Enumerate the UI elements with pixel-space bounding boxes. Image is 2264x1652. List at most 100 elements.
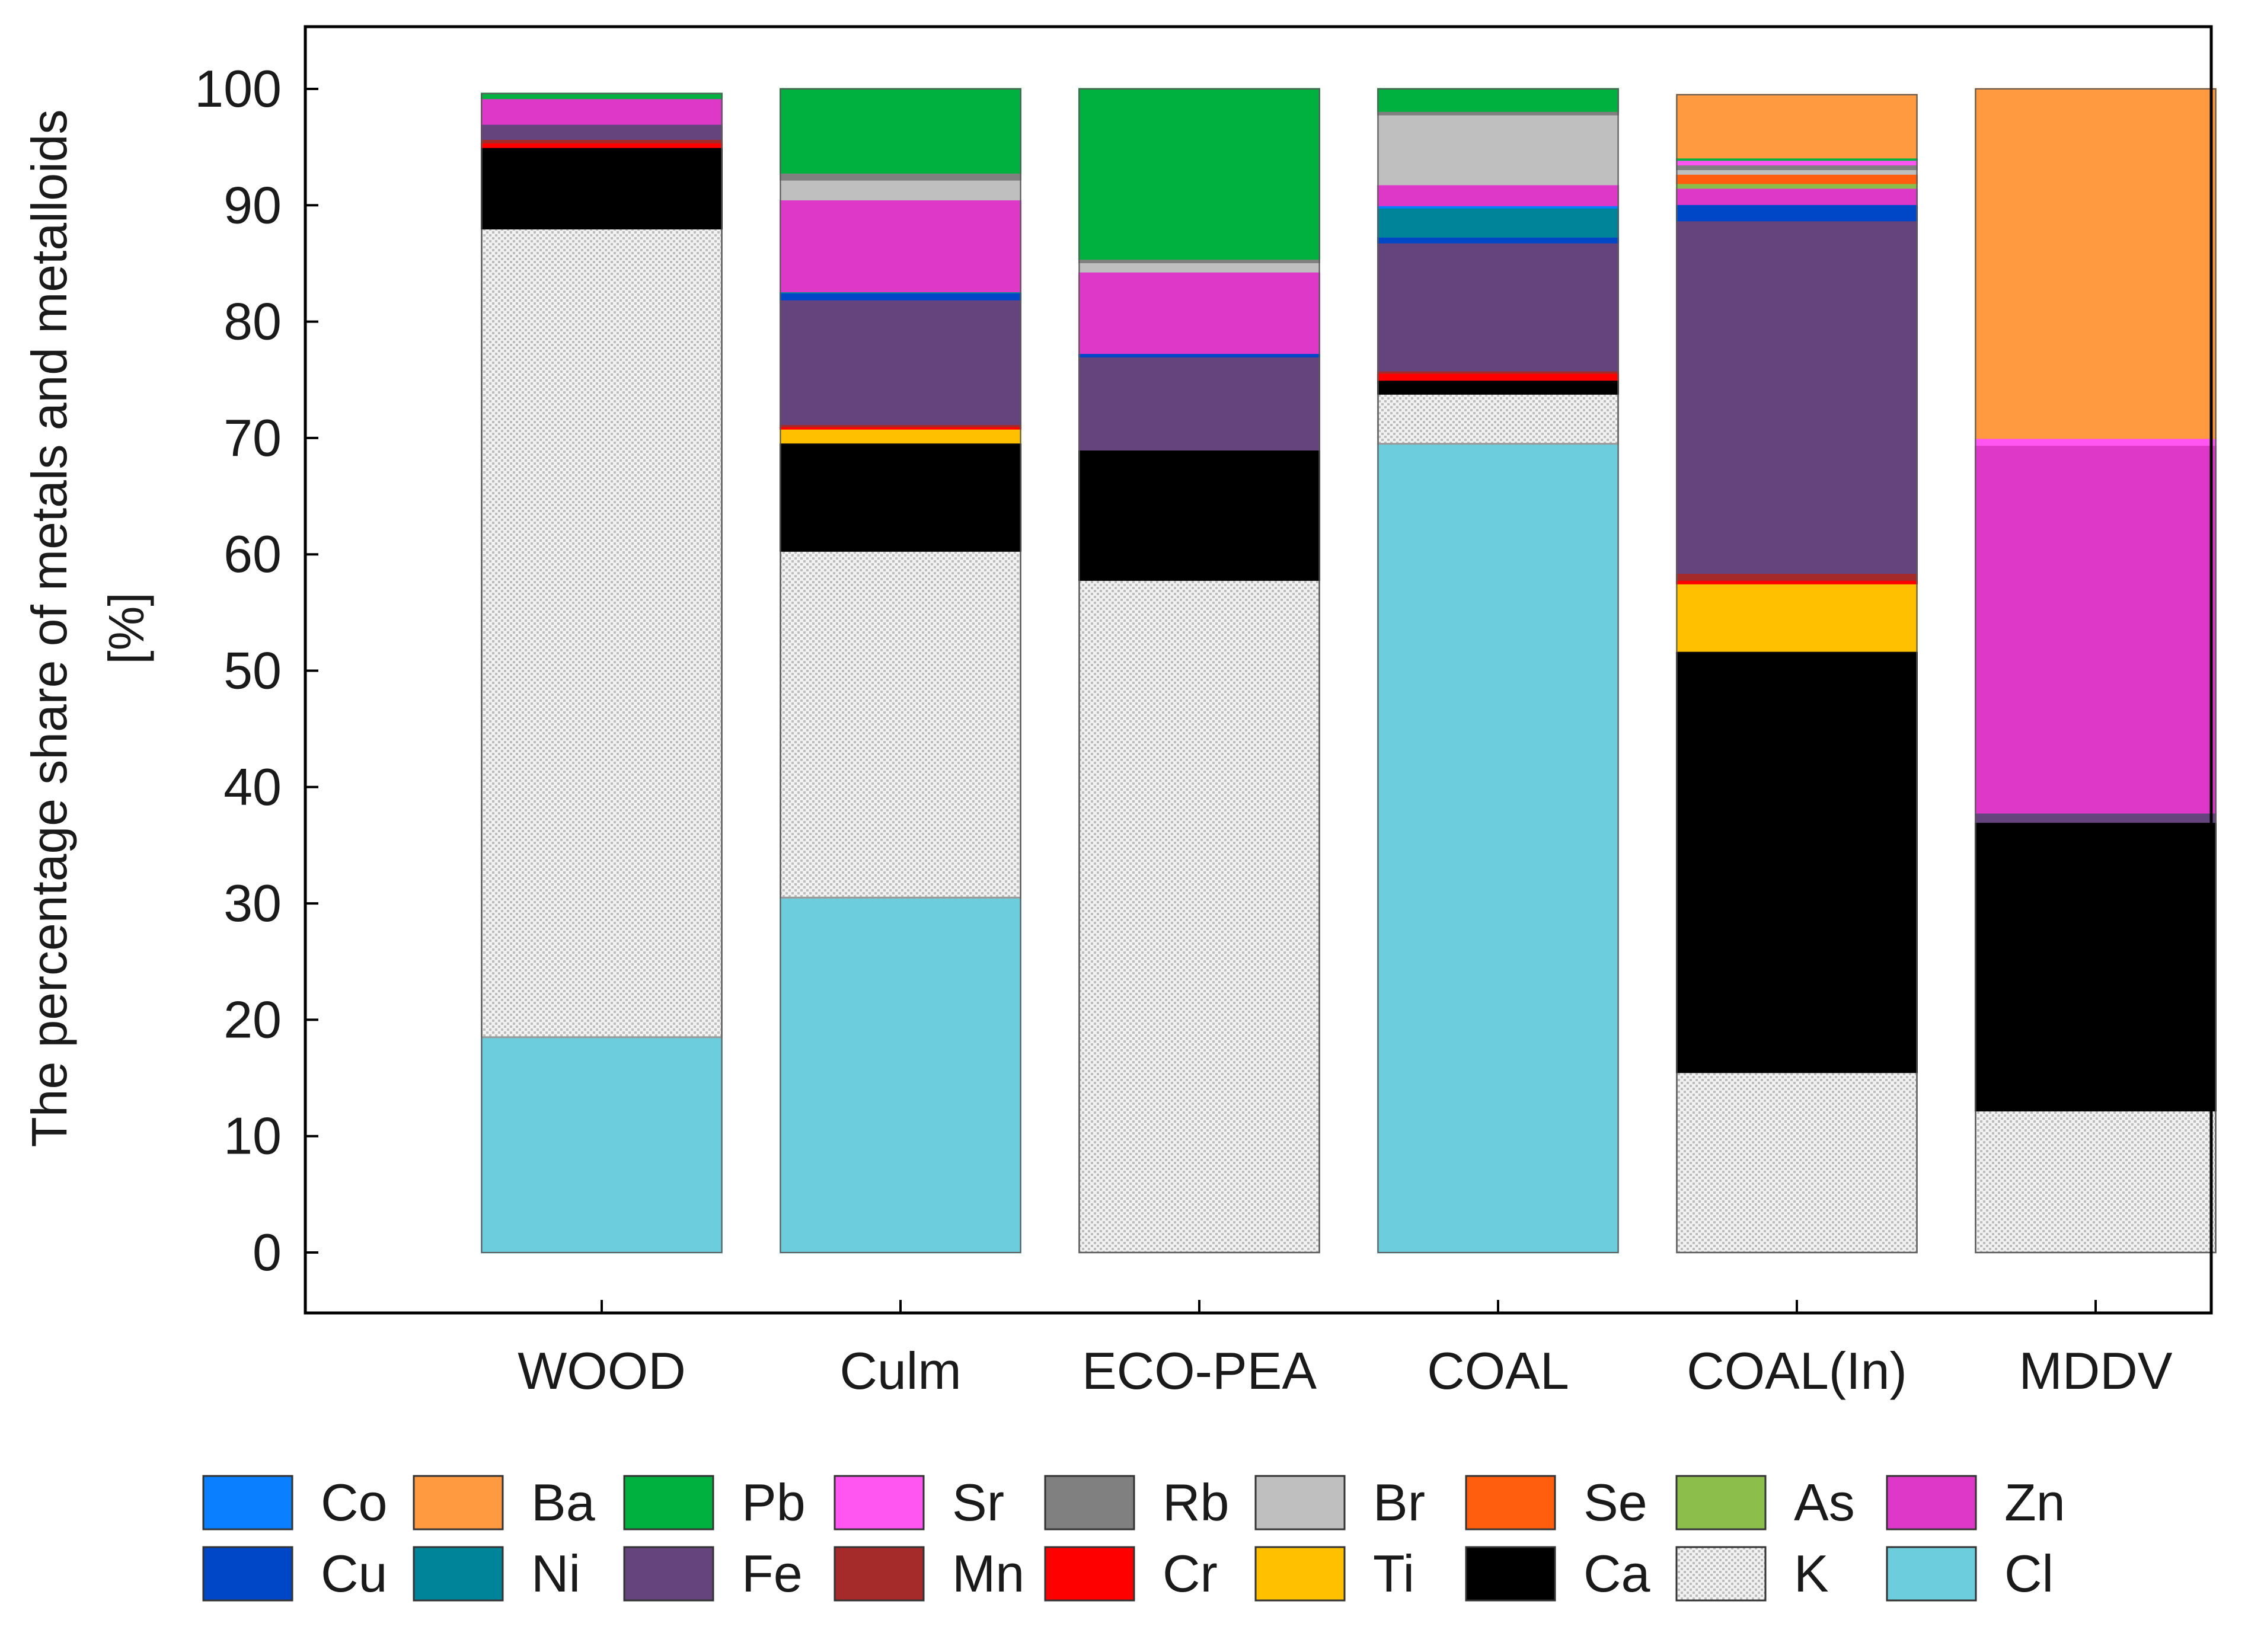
legend-swatch-zn	[1886, 1475, 1977, 1530]
y-tick-label: 10	[223, 1107, 282, 1165]
bar-segment-eco-pea-ca	[1078, 449, 1320, 581]
bar-segment-eco-pea-zn	[1078, 270, 1320, 354]
bar-segment-coal-in-k	[1676, 1071, 1918, 1254]
legend-swatch-ba	[413, 1475, 504, 1530]
bar-segment-coal-ca	[1377, 379, 1619, 395]
bar-segment-eco-pea-pb	[1078, 88, 1320, 260]
bar-segment-culm-pb	[780, 88, 1021, 174]
legend-item-k: K	[1675, 1544, 1829, 1603]
bar-segment-culm-ca	[780, 442, 1021, 552]
x-tick-label: ECO-PEA	[1082, 1341, 1317, 1400]
legend: Co Ba Pb Sr Rb Br Se As Zn Cu Ni Fe Mn Cr Ti Ca K Cl	[202, 1473, 2065, 1603]
legend-swatch-as	[1675, 1475, 1767, 1530]
bar-segment-coal-in-mn	[1676, 572, 1918, 581]
legend-label-k: K	[1794, 1544, 1829, 1603]
legend-swatch-fe	[623, 1546, 714, 1602]
legend-item-ca: Ca	[1465, 1544, 1650, 1603]
legend-label-se: Se	[1583, 1473, 1647, 1532]
legend-item-ni: Ni	[413, 1544, 580, 1603]
legend-swatch-ni	[413, 1546, 504, 1602]
legend-label-as: As	[1794, 1473, 1855, 1532]
legend-label-ti: Ti	[1373, 1544, 1414, 1603]
bar-segment-coal-in-ti	[1676, 582, 1918, 652]
bar-segment-mddv-ca	[1975, 821, 2217, 1112]
legend-item-zn: Zn	[1886, 1473, 2065, 1532]
bar-segment-culm-fe	[780, 298, 1021, 425]
bar-outline-coal-in	[1676, 94, 1918, 1254]
x-tick-label: MDDV	[2019, 1341, 2172, 1400]
bar-segment-culm-zn	[780, 198, 1021, 293]
bar-segment-eco-pea-fe	[1078, 355, 1320, 451]
y-tick-label: 80	[223, 292, 282, 351]
bar-segment-coal-in-zn	[1676, 187, 1918, 205]
bar-segment-wood-fe	[481, 123, 723, 140]
bar-outline-coal	[1377, 88, 1619, 1253]
bar-segment-mddv-k	[1975, 1110, 2217, 1254]
y-tick-label: 90	[223, 175, 282, 234]
y-tick-label: 30	[223, 874, 282, 932]
legend-label-ni: Ni	[531, 1544, 580, 1603]
bar-segment-mddv-ba	[1975, 88, 2217, 439]
legend-item-cu: Cu	[202, 1544, 388, 1603]
legend-item-sr: Sr	[834, 1473, 1004, 1532]
bar-outline-eco-pea	[1078, 88, 1320, 1253]
bar-segment-culm-br	[780, 178, 1021, 200]
legend-label-co: Co	[321, 1473, 388, 1532]
bar-segment-wood-pb	[481, 92, 723, 100]
legend-label-cl: Cl	[2004, 1544, 2054, 1603]
bar-segment-coal-br	[1377, 113, 1619, 186]
legend-label-pb: Pb	[742, 1473, 806, 1532]
bar-segment-coal-in-ba	[1676, 94, 1918, 159]
legend-swatch-se	[1465, 1475, 1556, 1530]
legend-label-sr: Sr	[952, 1473, 1004, 1532]
legend-swatch-cl	[1886, 1546, 1977, 1602]
bar-segment-mddv-fe	[1975, 811, 2217, 823]
legend-item-rb: Rb	[1044, 1473, 1230, 1532]
bar-segment-coal-cr	[1377, 372, 1619, 381]
legend-label-cu: Cu	[321, 1544, 388, 1603]
bar-segment-mddv-zn	[1975, 444, 2217, 814]
bar-outline-wood	[481, 92, 723, 1253]
legend-label-rb: Rb	[1163, 1473, 1230, 1532]
x-tick-label: COAL(In)	[1687, 1341, 1907, 1400]
bar-segment-eco-pea-k	[1078, 579, 1320, 1254]
bar-segment-mddv-sr	[1975, 437, 2217, 446]
bar-segment-coal-pb	[1377, 88, 1619, 112]
y-tick-label: 20	[223, 990, 282, 1049]
legend-label-mn: Mn	[952, 1544, 1024, 1603]
legend-label-ca: Ca	[1583, 1544, 1650, 1603]
y-tick-label: 40	[223, 758, 282, 816]
legend-swatch-ti	[1254, 1546, 1346, 1602]
legend-swatch-cu	[202, 1546, 293, 1602]
legend-item-cr: Cr	[1044, 1544, 1218, 1603]
legend-item-fe: Fe	[623, 1544, 803, 1603]
bar-segment-coal-k	[1377, 392, 1619, 445]
bar-segment-coal-in-cu	[1676, 203, 1918, 222]
bar-segment-coal-ni	[1377, 206, 1619, 238]
bar-segment-coal-in-se	[1676, 172, 1918, 184]
legend-label-zn: Zn	[2004, 1473, 2065, 1532]
x-tick-label: Culm	[839, 1341, 961, 1400]
bar-segment-wood-ca	[481, 146, 723, 230]
x-tick-label: COAL	[1427, 1341, 1569, 1400]
legend-swatch-pb	[623, 1475, 714, 1530]
legend-swatch-mn	[834, 1546, 925, 1602]
bar-segment-culm-cu	[780, 292, 1021, 301]
bar-segment-eco-pea-br	[1078, 261, 1320, 273]
bar-segment-culm-cl	[780, 896, 1021, 1254]
bar-segment-coal-in-fe	[1676, 219, 1918, 574]
bar-segment-coal-zn	[1377, 183, 1619, 206]
y-tick-label: 100	[194, 59, 282, 118]
bar-segment-culm-ti	[780, 427, 1021, 444]
legend-item-pb: Pb	[623, 1473, 806, 1532]
legend-swatch-br	[1254, 1475, 1346, 1530]
bar-segment-wood-zn	[481, 97, 723, 125]
legend-item-se: Se	[1465, 1473, 1647, 1532]
legend-swatch-sr	[834, 1475, 925, 1530]
legend-item-ti: Ti	[1254, 1544, 1414, 1603]
legend-swatch-rb	[1044, 1475, 1135, 1530]
x-tick-label: WOOD	[518, 1341, 686, 1400]
legend-item-cl: Cl	[1886, 1544, 2054, 1603]
